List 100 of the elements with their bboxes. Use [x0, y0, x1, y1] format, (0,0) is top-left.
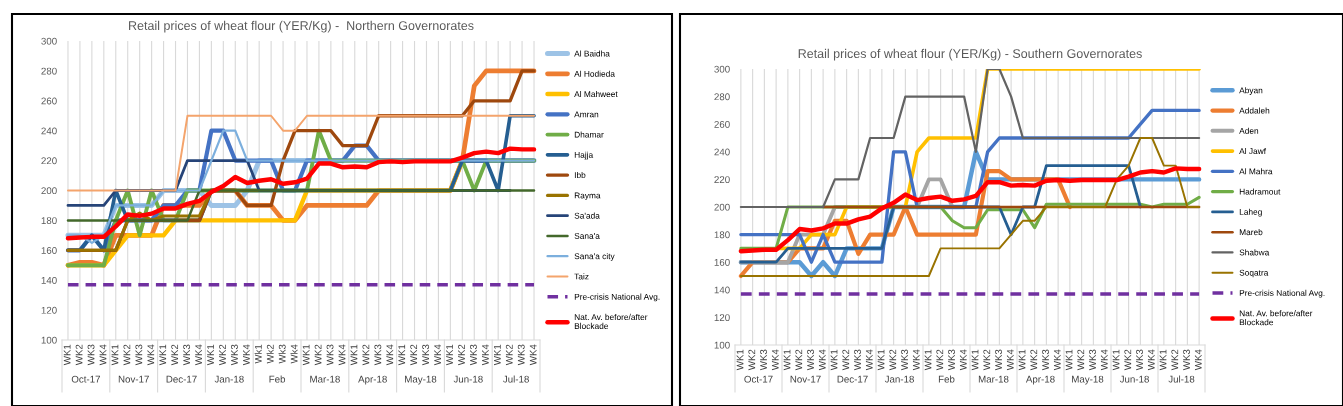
- text: Jul-18: [503, 375, 529, 383]
- legend-label: Al Hodieda: [574, 70, 615, 77]
- text: Oct-17: [744, 375, 773, 383]
- legend-label: Dhamar: [574, 131, 604, 138]
- chart-title: Retail prices of wheat flour (YER/Kg) - Northern Governorates: [129, 20, 474, 33]
- x-tick-label: WK1: [302, 344, 310, 366]
- x-tick-label: WK1: [350, 344, 358, 366]
- x-tick-label: Wk4: [290, 344, 298, 364]
- x-tick-label: WK1: [736, 349, 744, 371]
- x-tick-label: WK4: [865, 349, 873, 371]
- legend-label: Amran: [574, 111, 599, 118]
- text: Apr-18: [1025, 375, 1055, 385]
- x-tick-label: WK2: [410, 344, 418, 366]
- y-tick-label: 280: [41, 67, 57, 75]
- x-tick-label: Wk2: [266, 344, 274, 364]
- x-tick-label: WK3: [760, 349, 767, 371]
- text: Feb: [938, 375, 955, 383]
- x-tick-label: WK1: [207, 344, 214, 366]
- x-tick-label: WK4: [482, 344, 489, 366]
- text: May-18: [405, 375, 437, 385]
- x-tick-label: WK1: [1159, 349, 1167, 371]
- x-tick-label: WK1: [877, 349, 885, 371]
- legend-label: Al Mahweet: [574, 90, 618, 98]
- x-tick-label: WK1: [1065, 349, 1073, 371]
- y-tick-label: 180: [714, 231, 730, 239]
- legend-label: Nat. Av. before/after Blockade: [1239, 310, 1313, 326]
- x-tick-label: WK1: [830, 349, 838, 371]
- legend-label: Nat. Av. before/after Blockade: [574, 313, 648, 329]
- legend-label: Shabwa: [1239, 249, 1270, 256]
- text: Jan-18: [884, 375, 914, 383]
- text: Mar-18: [978, 375, 1009, 383]
- x-tick-label: WK2: [1077, 349, 1085, 371]
- x-tick-label: WK3: [135, 344, 143, 366]
- y-tick-label: 140: [714, 286, 730, 294]
- y-tick-label: 120: [714, 314, 730, 322]
- x-tick-label: WK3: [326, 344, 334, 366]
- text: Apr-18: [358, 375, 387, 385]
- legend-label: Abyan: [1239, 87, 1263, 95]
- x-tick-label: WK2: [795, 349, 803, 371]
- text: Jul-18: [1168, 375, 1195, 383]
- x-tick-label: WK2: [889, 349, 897, 371]
- x-tick-label: WK1: [924, 349, 932, 371]
- x-tick-label: WK2: [936, 349, 944, 371]
- legend-label: Aden: [1239, 127, 1259, 134]
- x-tick-label: WK4: [147, 344, 155, 366]
- x-tick-label: WK4: [1194, 349, 1202, 371]
- x-tick-label: WK4: [1147, 349, 1155, 371]
- legend-label: Pre-crisis National Avg.: [1239, 289, 1325, 298]
- legend-label: Soqatra: [1239, 269, 1269, 278]
- x-tick-label: WK3: [854, 349, 861, 371]
- x-tick-label: WK2: [171, 344, 179, 366]
- x-tick-label: WK2: [748, 349, 756, 371]
- x-tick-label: WK3: [470, 344, 477, 366]
- text: May-18: [1072, 375, 1104, 385]
- text: Jan-18: [214, 375, 244, 383]
- x-tick-label: WK3: [422, 344, 430, 366]
- legend-label: Rayma: [574, 192, 601, 201]
- legend-label: Taiz: [574, 273, 589, 280]
- x-tick-label: WK2: [1171, 349, 1179, 371]
- legend-label: Addaleh: [1239, 107, 1270, 114]
- legend-label: Mareb: [1239, 229, 1263, 236]
- x-tick-label: WK1: [159, 344, 167, 366]
- text: Feb: [269, 375, 286, 383]
- x-tick-label: WK3: [231, 344, 238, 366]
- x-tick-label: WK2: [505, 344, 513, 366]
- text: Nov-17: [118, 375, 149, 383]
- x-tick-label: WK3: [948, 349, 955, 371]
- y-tick-label: 100: [714, 341, 730, 349]
- legend-label: Al Mahra: [1239, 168, 1273, 175]
- x-tick-label: WK1: [446, 344, 453, 366]
- legend-label: Al Jawf: [1239, 147, 1267, 155]
- x-tick-label: WK2: [314, 344, 322, 366]
- x-tick-label: WK4: [1100, 349, 1108, 371]
- x-tick-label: WK4: [434, 344, 441, 366]
- x-tick-label: WK4: [959, 349, 967, 371]
- x-tick-label: WK1: [63, 344, 71, 366]
- x-tick-label: WK3: [1042, 349, 1049, 371]
- x-tick-label: WK3: [901, 349, 908, 371]
- x-tick-label: WK4: [529, 344, 537, 366]
- y-tick-label: 220: [714, 176, 730, 184]
- x-tick-label: WK2: [219, 344, 226, 366]
- y-tick-label: 240: [41, 127, 57, 135]
- legend-label: Laheg: [1239, 208, 1262, 217]
- text: Oct-17: [71, 375, 100, 383]
- x-tick-label: WK3: [87, 344, 95, 366]
- y-tick-label: 300: [714, 65, 730, 73]
- legend-label: Hajja: [574, 151, 594, 160]
- x-tick-label: WK4: [1006, 349, 1014, 371]
- x-tick-label: WK4: [912, 349, 920, 371]
- x-tick-label: WK3: [1183, 349, 1190, 371]
- legend-label: Al Baidha: [574, 50, 610, 57]
- x-tick-label: WK4: [338, 344, 346, 366]
- x-tick-label: WK4: [818, 349, 826, 371]
- text: Nov-17: [790, 375, 821, 383]
- x-tick-label: WK4: [1053, 349, 1061, 371]
- y-tick-label: 280: [714, 93, 730, 101]
- y-tick-label: 120: [41, 306, 57, 314]
- x-tick-label: WK2: [362, 344, 370, 366]
- x-tick-label: WK2: [75, 344, 83, 366]
- y-tick-label: 220: [41, 157, 57, 165]
